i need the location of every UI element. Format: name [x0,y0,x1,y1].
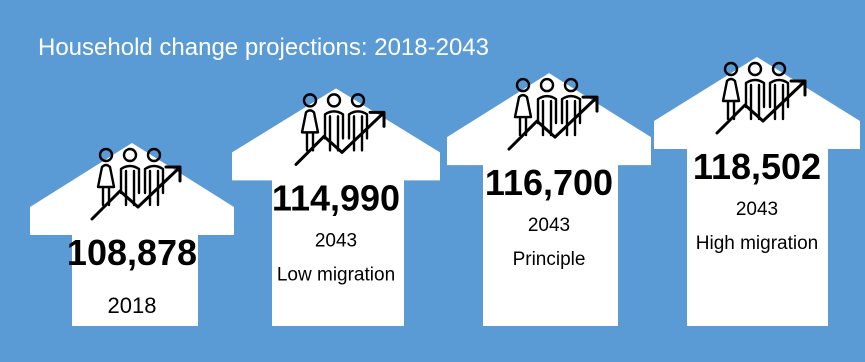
scenario-label-3: High migration [696,233,819,254]
year-label-3: 2043 [736,199,778,220]
arrow-3 [654,57,860,326]
people-rising-arrow-icon [294,93,386,166]
arrow-2 [447,73,651,326]
year-label-0: 2018 [108,293,157,318]
people-rising-arrow-icon [507,77,599,151]
value-label-3: 118,502 [693,146,821,187]
year-label-1: 2043 [315,230,357,251]
arrow-1 [232,88,440,326]
scenario-label-2: Principle [513,249,586,270]
year-label-2: 2043 [528,215,570,236]
people-rising-arrow-icon [715,61,807,135]
value-label-2: 116,700 [485,162,613,203]
value-label-1: 114,990 [272,177,400,218]
value-label-0: 108,878 [67,232,197,273]
arrow-0 [30,143,234,326]
page-title: Household change projections: 2018-2043 [38,34,489,61]
scenario-label-1: Low migration [277,264,395,285]
people-rising-arrow-icon [90,147,182,221]
